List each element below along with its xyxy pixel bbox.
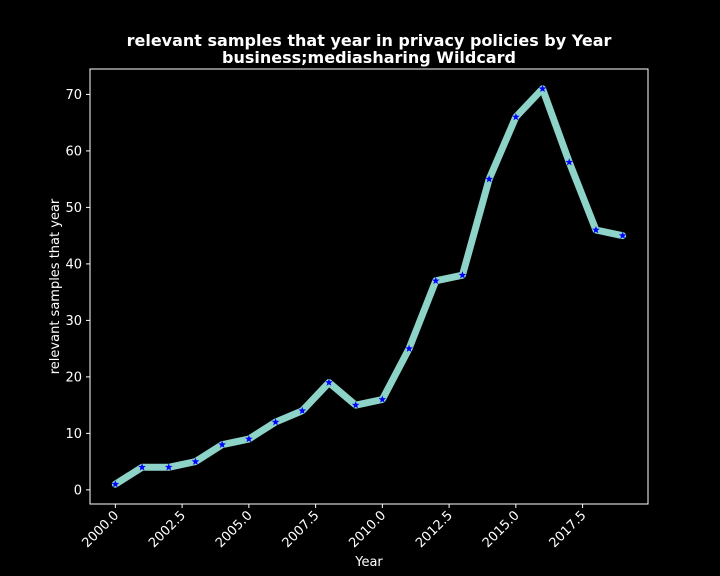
data-point-marker bbox=[245, 435, 253, 443]
data-point-marker bbox=[618, 231, 627, 239]
y-tick-label: 20 bbox=[65, 370, 82, 385]
data-point-marker bbox=[565, 158, 574, 166]
data-point-marker bbox=[218, 440, 226, 448]
chart-subtitle: business;mediasharing Wildcard bbox=[222, 48, 516, 67]
y-tick-label: 10 bbox=[65, 427, 82, 442]
data-point-marker bbox=[164, 463, 173, 471]
series-line bbox=[111, 85, 627, 488]
plot-area bbox=[111, 84, 627, 488]
data-point-marker bbox=[191, 457, 200, 465]
data-point-marker bbox=[138, 463, 146, 471]
data-point-marker bbox=[431, 276, 440, 285]
data-point-marker bbox=[458, 271, 467, 279]
y-tick-label: 30 bbox=[65, 314, 82, 329]
y-axis: 0 10 20 30 40 50 60 70 bbox=[65, 88, 90, 498]
data-point-marker bbox=[298, 406, 307, 415]
data-point-marker bbox=[512, 113, 520, 121]
y-tick-label: 70 bbox=[65, 88, 82, 103]
data-point-marker bbox=[485, 175, 493, 183]
data-point-marker bbox=[592, 226, 600, 234]
y-tick-label: 60 bbox=[65, 144, 82, 159]
y-tick-label: 40 bbox=[65, 257, 82, 272]
data-point-marker bbox=[111, 480, 120, 488]
y-tick-label: 50 bbox=[65, 201, 82, 216]
y-axis-label: relevant samples that year bbox=[48, 198, 63, 374]
y-tick-label: 0 bbox=[74, 483, 82, 498]
data-point-marker bbox=[325, 378, 333, 386]
chart-title: relevant samples that year in privacy po… bbox=[127, 31, 612, 50]
data-point-marker bbox=[378, 395, 387, 403]
x-axis-label: Year bbox=[354, 555, 383, 570]
axes-frame bbox=[89, 68, 649, 505]
data-point-marker bbox=[538, 84, 547, 93]
data-point-marker bbox=[271, 418, 280, 426]
data-point-marker bbox=[351, 401, 360, 409]
data-point-marker bbox=[405, 344, 413, 352]
